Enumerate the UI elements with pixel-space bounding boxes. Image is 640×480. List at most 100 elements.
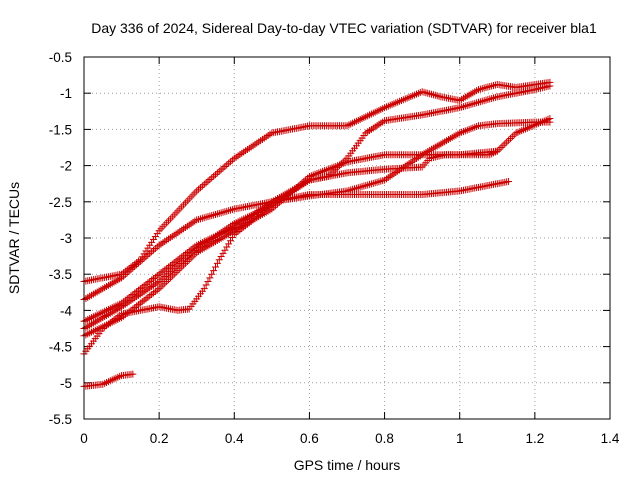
data-point-marker bbox=[490, 82, 498, 90]
data-point-marker bbox=[227, 206, 235, 214]
data-point-marker bbox=[225, 240, 233, 248]
data-point-marker bbox=[204, 213, 212, 221]
x-tick-label: 0.8 bbox=[375, 431, 394, 446]
data-point-marker bbox=[367, 180, 375, 188]
data-point-marker bbox=[486, 83, 494, 91]
data-point-marker bbox=[375, 178, 383, 186]
y-tick-label: -5.5 bbox=[49, 412, 72, 427]
data-point-marker bbox=[178, 263, 186, 271]
y-tick-label: -3.5 bbox=[49, 267, 72, 282]
data-point-marker bbox=[196, 184, 204, 192]
data-point-marker bbox=[343, 187, 351, 195]
data-point-marker bbox=[458, 103, 466, 111]
data-point-marker bbox=[490, 94, 498, 102]
data-point-marker bbox=[369, 179, 377, 187]
data-point-marker bbox=[198, 182, 206, 190]
axes: 0 0.2 0.4 0.6 0.8 1 1.2 1.4 -5.5 -5 -4.5 -4 -3.5 -3 -2… bbox=[49, 50, 620, 446]
data-point-marker bbox=[456, 104, 464, 112]
y-tick-label: -5 bbox=[60, 376, 72, 391]
x-tick-label: 0.6 bbox=[300, 431, 319, 446]
data-point-marker bbox=[428, 90, 436, 98]
data-point-marker bbox=[493, 147, 501, 155]
data-point-marker bbox=[219, 249, 227, 257]
data-point-marker bbox=[473, 99, 481, 107]
data-point-marker bbox=[465, 101, 473, 109]
data-point-marker bbox=[208, 270, 216, 278]
series-arc-7 bbox=[80, 370, 137, 390]
data-point-marker bbox=[497, 144, 505, 151]
x-tick-label: 1 bbox=[456, 431, 464, 446]
data-point-marker bbox=[123, 269, 131, 277]
data-point-marker bbox=[223, 207, 231, 215]
data-point-marker bbox=[181, 259, 189, 267]
data-point-marker bbox=[223, 243, 231, 251]
data-point-marker bbox=[206, 274, 214, 282]
data-point-marker bbox=[210, 211, 218, 219]
series-arc-4 bbox=[80, 115, 554, 332]
data-point-marker bbox=[200, 285, 208, 293]
data-point-marker bbox=[459, 103, 467, 111]
data-point-marker bbox=[463, 102, 471, 110]
data-point-marker bbox=[424, 89, 432, 97]
y-tick-label: -4.5 bbox=[49, 340, 72, 355]
y-tick-label: -3 bbox=[60, 231, 72, 246]
data-point-marker bbox=[480, 97, 488, 105]
data-point-marker bbox=[215, 256, 223, 264]
data-point-marker bbox=[202, 281, 210, 289]
data-point-marker bbox=[206, 212, 214, 220]
data-point-marker bbox=[163, 277, 171, 285]
data-point-marker bbox=[426, 90, 434, 98]
data-point-marker bbox=[360, 182, 368, 190]
chart-title: Day 336 of 2024, Sidereal Day-to-day VTE… bbox=[91, 20, 597, 36]
data-point-marker bbox=[356, 183, 364, 191]
data-point-marker bbox=[482, 96, 490, 104]
data-point-marker bbox=[478, 97, 486, 105]
data-point-marker bbox=[219, 208, 227, 216]
data-point-marker bbox=[228, 206, 236, 214]
data-point-marker bbox=[429, 91, 437, 99]
data-point-marker bbox=[347, 186, 355, 194]
data-point-marker bbox=[435, 92, 443, 100]
series-arc-6 bbox=[80, 118, 554, 358]
data-point-marker bbox=[546, 82, 554, 90]
data-point-marker bbox=[200, 180, 208, 188]
data-point-marker bbox=[208, 174, 216, 182]
data-point-marker bbox=[204, 277, 212, 285]
data-point-marker bbox=[217, 166, 225, 174]
data-point-marker bbox=[467, 100, 475, 108]
x-tick-label: 0.2 bbox=[150, 431, 169, 446]
data-point-marker bbox=[488, 82, 496, 90]
data-point-marker bbox=[212, 210, 219, 218]
data-point-marker bbox=[351, 185, 359, 193]
data-point-marker bbox=[198, 214, 206, 222]
data-point-marker bbox=[422, 89, 430, 97]
x-tick-label: 1.2 bbox=[525, 431, 544, 446]
data-point-marker bbox=[204, 177, 212, 185]
data-point-marker bbox=[121, 271, 129, 279]
data-point-marker bbox=[484, 96, 492, 104]
data-point-marker bbox=[499, 142, 507, 150]
data-point-marker bbox=[482, 84, 490, 92]
data-point-marker bbox=[471, 99, 479, 107]
data-point-marker bbox=[225, 159, 233, 167]
data-point-marker bbox=[144, 251, 152, 259]
data-point-marker bbox=[476, 98, 484, 106]
data-point-marker bbox=[223, 161, 231, 169]
data-point-marker bbox=[475, 98, 482, 106]
y-axis-label: SDTVAR / TECUs bbox=[6, 182, 22, 294]
data-point-marker bbox=[129, 370, 137, 378]
x-tick-label: 0 bbox=[80, 431, 88, 446]
data-point-marker bbox=[546, 118, 554, 126]
data-point-marker bbox=[208, 212, 216, 220]
data-point-marker bbox=[202, 179, 210, 187]
data-point-marker bbox=[213, 259, 221, 267]
data-point-marker bbox=[373, 178, 381, 186]
x-tick-label: 1.4 bbox=[601, 431, 620, 446]
data-point-marker bbox=[503, 138, 511, 146]
data-point-marker bbox=[215, 209, 223, 217]
data-point-marker bbox=[433, 92, 441, 100]
data-point-marker bbox=[210, 172, 218, 180]
data-point-marker bbox=[215, 167, 223, 175]
data-point-marker bbox=[352, 184, 360, 192]
data-point-marker bbox=[151, 244, 159, 252]
